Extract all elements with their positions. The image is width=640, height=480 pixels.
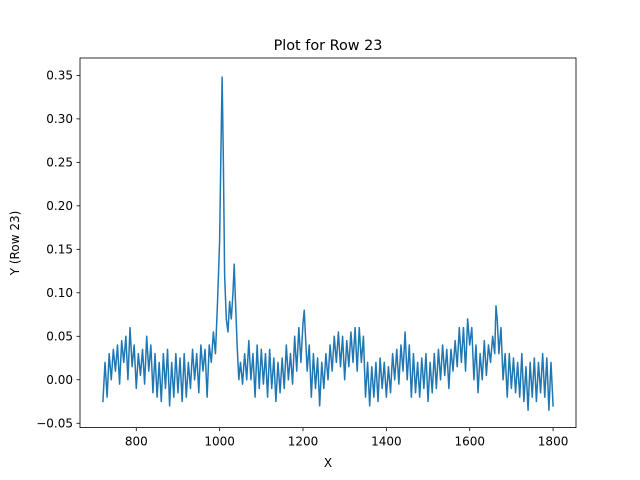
y-axis-ticks: −0.05 0.00 0.05 0.10 0.15 0.20 0.25 0.30 0.35 [36, 69, 80, 430]
x-axis-title: X [324, 456, 332, 470]
y-tick-label: −0.05 [36, 416, 73, 430]
y-tick-label: 0.15 [46, 243, 73, 257]
axes-frame [79, 57, 577, 429]
y-axis-title: Y (Row 23) [8, 211, 22, 277]
y-tick-label: 0.00 [46, 373, 73, 387]
x-tick-label: 800 [125, 435, 148, 449]
y-tick-label: 0.10 [46, 286, 73, 300]
x-tick-label: 1000 [204, 435, 235, 449]
x-tick-label: 1600 [454, 435, 485, 449]
chart-title: Plot for Row 23 [274, 38, 383, 54]
y-tick-label: 0.20 [46, 199, 73, 213]
x-axis-ticks: 800 1000 1200 1400 1600 1800 [125, 427, 569, 449]
x-tick-label: 1200 [288, 435, 319, 449]
y-tick-label: 0.35 [46, 69, 73, 83]
series-line [102, 76, 554, 411]
y-tick-label: 0.25 [46, 156, 73, 170]
x-tick-label: 1800 [538, 435, 569, 449]
x-tick-label: 1400 [371, 435, 402, 449]
y-tick-label: 0.05 [46, 329, 73, 343]
y-tick-label: 0.30 [46, 112, 73, 126]
plot-area [102, 76, 554, 411]
